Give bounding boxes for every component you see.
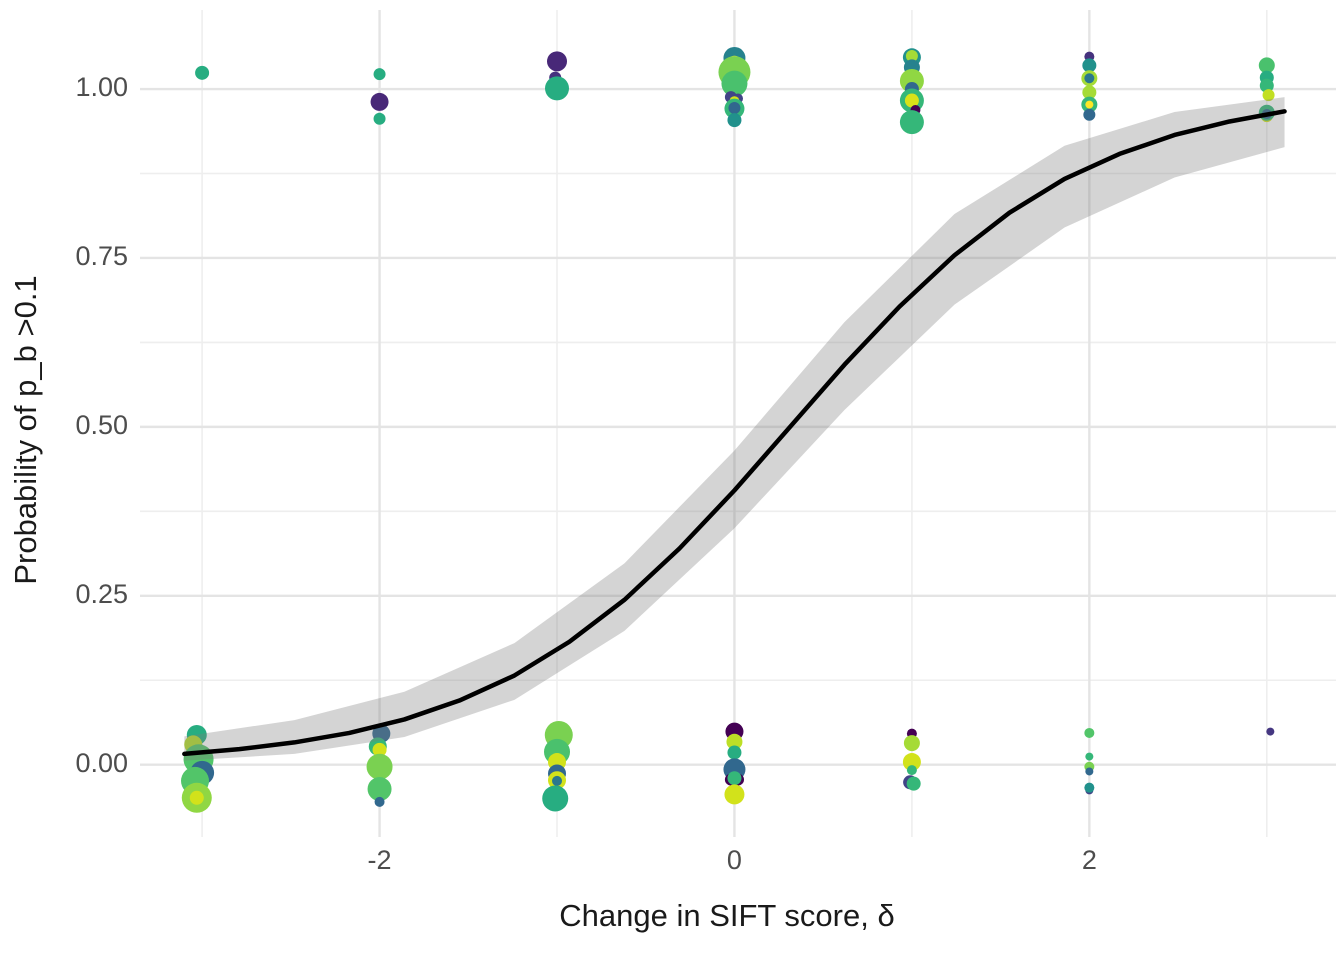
scatter-point xyxy=(1258,57,1275,74)
scatter-points-layer xyxy=(181,46,1275,813)
x-tick-label: 0 xyxy=(727,845,742,875)
scatter-point xyxy=(899,110,924,135)
scatter-point xyxy=(906,776,921,791)
y-tick-label: 0.00 xyxy=(75,748,128,778)
scatter-point xyxy=(195,65,210,80)
fit-curve xyxy=(182,109,1287,757)
scatter-point xyxy=(542,785,569,812)
scatter-point xyxy=(370,92,389,111)
y-tick-label: 0.25 xyxy=(75,579,128,609)
scatter-point xyxy=(547,51,568,72)
scatter-point xyxy=(727,771,742,786)
scatter-point xyxy=(367,777,392,802)
scatter-point xyxy=(906,765,917,776)
scatter-point xyxy=(1084,727,1095,738)
scatter-point xyxy=(903,735,920,752)
scatter-point xyxy=(721,70,748,97)
x-axis-title: Change in SIFT score, δ xyxy=(559,898,894,933)
scatter-point xyxy=(373,112,386,125)
scatter-point xyxy=(374,796,385,807)
scatter-point xyxy=(905,49,918,62)
scatter-point xyxy=(726,733,743,750)
scatter-point xyxy=(189,790,204,805)
smooth-fit-layer xyxy=(182,97,1287,761)
scatter-point xyxy=(552,775,563,786)
scatter-point xyxy=(1262,89,1275,102)
scatter-point xyxy=(902,753,921,772)
scatter-point xyxy=(724,784,745,805)
y-axis-title: Probability of p_b >0.1 xyxy=(8,275,43,584)
scatter-point xyxy=(1083,108,1096,121)
y-tick-label: 0.50 xyxy=(75,410,128,440)
scatter-point xyxy=(1259,78,1274,93)
scatter-point xyxy=(727,113,742,128)
tick-labels-layer: -2 0 2 0.00 0.25 0.50 0.75 1.00 xyxy=(75,72,1096,875)
x-tick-label: 2 xyxy=(1082,845,1097,875)
scatter-point xyxy=(1085,100,1094,109)
scatter-point xyxy=(1082,58,1097,73)
scatter-point xyxy=(545,76,570,101)
scatter-point xyxy=(1266,727,1275,736)
scatter-point xyxy=(1085,752,1094,761)
scatter-point xyxy=(1084,73,1095,84)
confidence-band xyxy=(184,97,1285,761)
scatter-point xyxy=(1082,85,1097,100)
x-tick-label: -2 xyxy=(368,845,392,875)
scatter-point xyxy=(366,753,393,780)
scatter-point xyxy=(373,68,386,81)
scatter-point xyxy=(1084,782,1095,793)
scatter-point xyxy=(727,745,742,760)
scatter-point xyxy=(728,101,741,114)
scatter-point xyxy=(904,93,919,108)
y-tick-label: 1.00 xyxy=(75,72,128,102)
scatter-point xyxy=(372,742,387,757)
grid-layer xyxy=(140,10,1336,837)
scatter-point xyxy=(1085,767,1094,776)
y-tick-label: 0.75 xyxy=(75,241,128,271)
